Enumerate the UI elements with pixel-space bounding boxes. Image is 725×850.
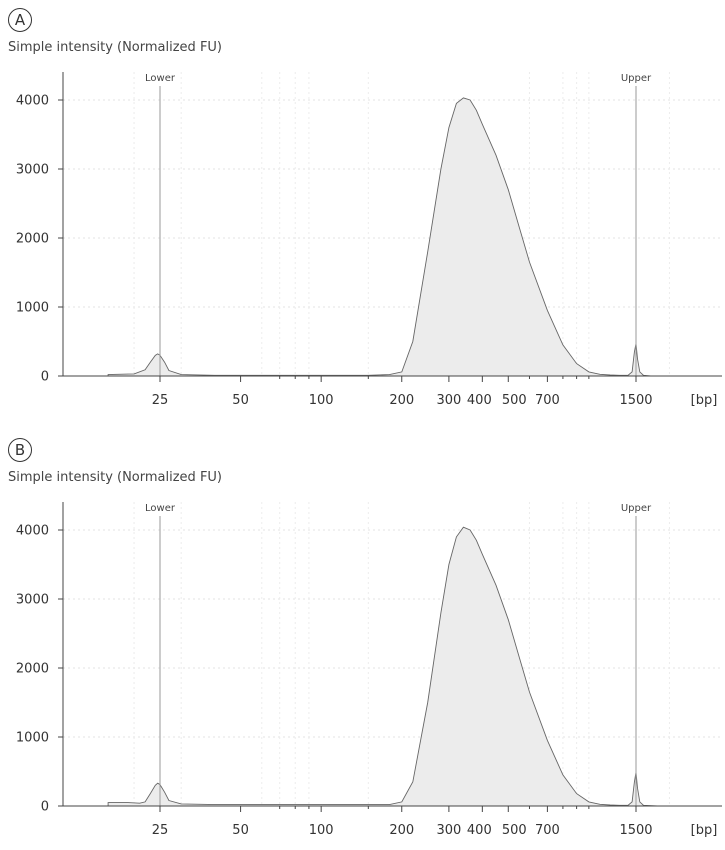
y-tick-label: 1000 [16,301,49,316]
x-tick-label: 25 [152,393,169,408]
x-tick-label: 1500 [619,823,652,838]
electropherogram-area [107,97,651,377]
y-tick-label: 2000 [16,662,49,677]
x-axis-unit: [bp] [691,393,718,408]
x-axis-unit: [bp] [691,823,718,838]
x-tick-label: 50 [232,393,249,408]
y-tick-label: 0 [41,800,49,815]
electropherogram-area [107,526,658,807]
x-tick-label: 400 [467,393,492,408]
marker-label-lower: Lower [145,73,176,84]
x-tick-label: 700 [535,823,560,838]
y-tick-label: 1000 [16,731,49,746]
y-tick-label: 3000 [16,163,49,178]
y-tick-label: 4000 [16,94,49,109]
chart-b: Lower Upper 0 1000 2000 3000 4000 25 50 100 200 300… [16,502,722,838]
x-tick-label: 100 [309,823,334,838]
x-tick-label: 25 [152,823,169,838]
x-tick-label: 100 [309,393,334,408]
x-tick-label: 200 [389,393,414,408]
x-tick-label: 700 [535,393,560,408]
marker-label-lower: Lower [145,503,176,514]
x-tick-label: 500 [502,823,527,838]
y-tick-label: 4000 [16,524,49,539]
y-tick-label: 2000 [16,232,49,247]
panel-b: B Simple intensity (Normalized FU) Lower… [0,430,725,850]
chart-a: Lower Upper 0 1000 2000 3000 4000 25 50 100 200 300… [16,72,722,408]
panel-a: A Simple intensity (Normalized FU) Lower… [0,0,725,420]
y-tick-label: 3000 [16,593,49,608]
x-tick-label: 200 [389,823,414,838]
x-tick-label: 300 [436,823,461,838]
x-tick-label: 300 [436,393,461,408]
marker-label-upper: Upper [621,73,652,84]
y-axis-title: Simple intensity (Normalized FU) [8,40,223,55]
x-tick-label: 50 [232,823,249,838]
x-tick-label: 1500 [619,393,652,408]
marker-label-upper: Upper [621,503,652,514]
y-axis-title: Simple intensity (Normalized FU) [8,470,223,485]
x-tick-label: 400 [467,823,492,838]
panel-letter: A [8,8,32,32]
x-tick-label: 500 [502,393,527,408]
panel-letter: B [8,438,32,462]
y-tick-label: 0 [41,370,49,385]
